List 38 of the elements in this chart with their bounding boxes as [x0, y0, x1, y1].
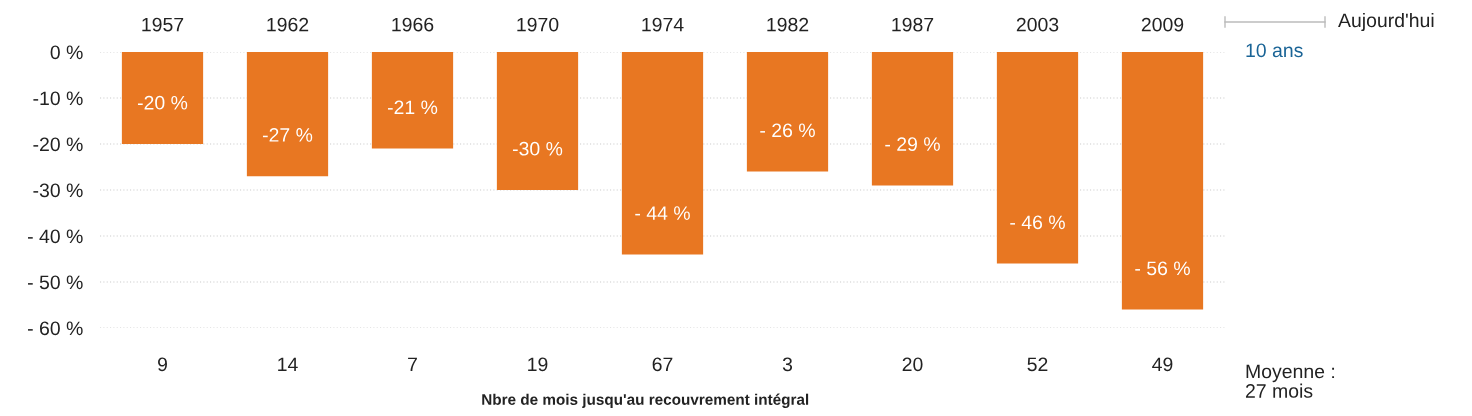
y-tick-label: 0 % — [50, 45, 83, 60]
data-label: - 44 % — [635, 206, 690, 220]
x-tick-label: 1962 — [267, 17, 309, 32]
y-tick-label: - 40 % — [28, 229, 83, 244]
data-label: -27 % — [262, 128, 313, 142]
x-tick-label: 1970 — [517, 17, 559, 32]
text: 14 — [278, 357, 298, 372]
data-label: - 26 % — [760, 123, 815, 138]
x-axis-title: Nbre de mois jusqu'au recouvrement intégral — [482, 393, 809, 408]
text: 67 — [652, 357, 673, 372]
x-tick-label: 1974 — [642, 17, 684, 32]
x-tick-label: 2009 — [1141, 17, 1184, 32]
y-tick-label: - 50 % — [28, 275, 83, 290]
y-tick-label: -10 % — [33, 91, 83, 106]
data-label: -21 % — [387, 100, 438, 115]
data-label: - 56 % — [1135, 261, 1190, 276]
y-tick-label: - 60 % — [28, 321, 83, 336]
data-label: - 46 % — [1010, 215, 1065, 230]
text: 52 — [1027, 357, 1048, 372]
text: Aujourd'hui — [1338, 12, 1434, 32]
x-tick-label: 1966 — [392, 17, 434, 32]
data-label: - 29 % — [885, 137, 940, 151]
x-tick-label: 1987 — [892, 17, 934, 32]
x-tick-label: 1982 — [767, 17, 809, 32]
x-tick-label: 1957 — [142, 17, 184, 32]
text: 19 — [528, 357, 548, 372]
text: 7 — [408, 357, 417, 372]
text: Moyenne : 27 mois — [1245, 364, 1335, 398]
text: 20 — [902, 357, 923, 372]
text: 9 — [158, 357, 167, 372]
data-label: -20 % — [137, 95, 188, 110]
data-label: -30 % — [512, 141, 563, 156]
text: 49 — [1152, 357, 1173, 372]
text: 3 — [782, 357, 793, 372]
x-tick-label: 2003 — [1016, 17, 1059, 32]
y-tick-label: -30 % — [33, 183, 83, 198]
text: 10 ans — [1246, 43, 1303, 58]
y-tick-label: -20 % — [33, 137, 83, 152]
